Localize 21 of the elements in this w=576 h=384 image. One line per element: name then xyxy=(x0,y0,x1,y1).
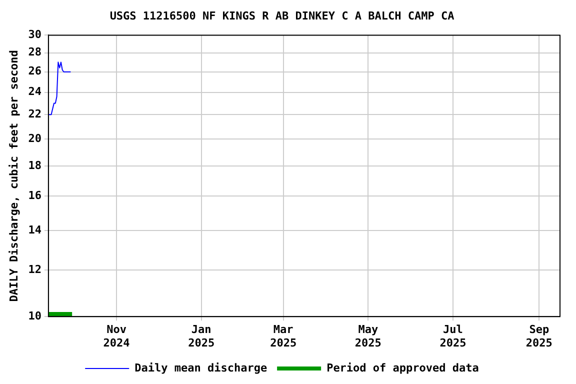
y-tick-label: 16 xyxy=(28,189,42,202)
y-axis-title: DAILY Discharge, cubic feet per second xyxy=(7,50,20,302)
y-tick-label: 12 xyxy=(28,262,42,276)
x-tick-label: Sep 2025 xyxy=(526,323,552,350)
legend-label: Daily mean discharge xyxy=(134,361,268,374)
x-tick-label: Mar 2025 xyxy=(270,323,297,350)
x-tick-label: May 2025 xyxy=(354,323,382,350)
y-tick-label: 18 xyxy=(28,158,42,172)
y-tick-label: 28 xyxy=(28,46,42,59)
y-tick-label: 10 xyxy=(28,309,42,322)
y-tick-label: 22 xyxy=(28,108,42,121)
y-tick-label: 30 xyxy=(28,28,42,42)
x-tick-label: Jul 2025 xyxy=(440,323,466,350)
chart-title: USGS 11216500 NF KINGS R AB DINKEY C A BALCH CAMP CA xyxy=(110,9,455,22)
y-tick-label: 20 xyxy=(28,132,42,145)
x-tick-label: Jan 2025 xyxy=(188,323,215,350)
legend-label: Period of approved data xyxy=(326,361,479,374)
y-tick-label: 24 xyxy=(28,85,42,98)
x-tick-label: Nov 2024 xyxy=(103,323,130,350)
y-tick-label: 26 xyxy=(28,64,42,78)
y-tick-label: 14 xyxy=(28,223,42,236)
